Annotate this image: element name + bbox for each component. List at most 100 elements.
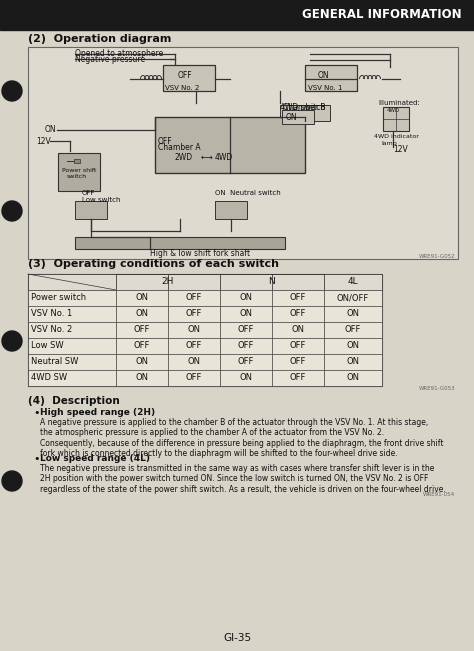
Bar [163, 65, 215, 91]
Bar [168, 322, 220, 338]
Text: OFF: OFF [290, 309, 306, 318]
Text: VSV No. 2: VSV No. 2 [165, 85, 200, 91]
Text: High speed range (2H): High speed range (2H) [40, 408, 155, 417]
Text: OFF: OFF [186, 342, 202, 350]
Bar [58, 153, 100, 191]
Text: 2H: 2H [162, 277, 174, 286]
Text: Power shift: Power shift [62, 167, 96, 173]
Bar [168, 354, 220, 370]
Text: 4WD: 4WD [387, 109, 400, 113]
Bar [0, 0, 474, 30]
Text: VSV No. 1: VSV No. 1 [31, 309, 72, 318]
Bar [272, 274, 324, 290]
Text: ON: ON [286, 113, 298, 122]
Text: Negative pressure: Negative pressure [75, 55, 145, 64]
Circle shape [2, 471, 22, 491]
Circle shape [2, 201, 22, 221]
Text: The negative pressure is transmitted in the same way as with cases where transfe: The negative pressure is transmitted in … [40, 464, 446, 494]
Text: OFF: OFF [345, 326, 361, 335]
Bar [305, 65, 357, 91]
Bar [280, 105, 330, 121]
Bar [220, 322, 272, 338]
Bar [116, 370, 168, 386]
Text: Low switch: Low switch [82, 197, 120, 203]
Text: OFF: OFF [178, 72, 192, 81]
Bar [324, 306, 382, 322]
Text: OFF: OFF [290, 294, 306, 303]
Text: Neutral SW: Neutral SW [31, 357, 78, 367]
Text: WRE91-G053: WRE91-G053 [419, 385, 455, 391]
Text: 4L: 4L [348, 277, 358, 286]
Bar [168, 274, 220, 290]
Text: (3)  Operating conditions of each switch: (3) Operating conditions of each switch [28, 259, 279, 269]
Bar [28, 47, 458, 259]
Text: 4WD SW: 4WD SW [31, 374, 67, 383]
Text: Low SW: Low SW [31, 342, 64, 350]
Text: Chamber A: Chamber A [158, 143, 201, 152]
Circle shape [2, 81, 22, 101]
Text: High & low shift fork shaft: High & low shift fork shaft [150, 249, 250, 258]
Bar [324, 322, 382, 338]
Bar [324, 274, 382, 290]
Text: WRE91-054: WRE91-054 [423, 492, 455, 497]
Text: OFF: OFF [158, 137, 173, 146]
Bar [116, 338, 168, 354]
Bar [220, 290, 272, 306]
Text: ON: ON [292, 326, 304, 335]
Bar [28, 274, 382, 386]
Text: OFF: OFF [290, 357, 306, 367]
Bar [75, 237, 285, 249]
Bar [324, 290, 382, 306]
Text: ←→: ←→ [201, 152, 214, 161]
Text: 4WD switch: 4WD switch [280, 104, 325, 113]
Text: ON: ON [239, 294, 253, 303]
Text: GENERAL INFORMATION: GENERAL INFORMATION [302, 8, 462, 21]
Bar [272, 290, 324, 306]
Bar [272, 322, 324, 338]
Text: ON: ON [346, 374, 359, 383]
Bar [220, 274, 272, 290]
Text: ON: ON [136, 309, 148, 318]
Text: VSV No. 2: VSV No. 2 [31, 326, 72, 335]
Text: Power switch: Power switch [31, 294, 86, 303]
Bar [272, 370, 324, 386]
Text: ON: ON [188, 326, 201, 335]
Text: •: • [33, 408, 39, 418]
Bar [220, 354, 272, 370]
Text: ON: ON [136, 374, 148, 383]
Text: OFF: OFF [290, 342, 306, 350]
Bar [28, 338, 116, 354]
Text: OFF: OFF [134, 342, 150, 350]
Text: ON: ON [346, 357, 359, 367]
Bar [383, 107, 409, 131]
Bar [168, 306, 220, 322]
Text: 12V: 12V [36, 137, 51, 146]
Bar [28, 306, 116, 322]
Bar [28, 354, 116, 370]
Bar [155, 117, 305, 173]
Bar [220, 338, 272, 354]
Text: Chamber B: Chamber B [283, 102, 326, 111]
Text: OFF: OFF [134, 326, 150, 335]
Circle shape [2, 331, 22, 351]
Bar [272, 338, 324, 354]
Text: OFF: OFF [238, 357, 254, 367]
Text: 2WD: 2WD [175, 152, 193, 161]
Text: Opened to atmosphere: Opened to atmosphere [75, 49, 163, 57]
Text: ON/OFF: ON/OFF [337, 294, 369, 303]
Text: 12V: 12V [393, 146, 408, 154]
Bar [168, 338, 220, 354]
Bar [272, 306, 324, 322]
Text: OFF: OFF [186, 294, 202, 303]
Bar [116, 306, 168, 322]
Text: 4WD indicator: 4WD indicator [374, 135, 419, 139]
Text: OFF: OFF [290, 374, 306, 383]
Bar [168, 370, 220, 386]
Bar [28, 274, 116, 290]
Bar [116, 290, 168, 306]
Bar [116, 274, 168, 290]
Bar [74, 159, 80, 163]
Text: VSV No. 1: VSV No. 1 [308, 85, 343, 91]
Text: A negative pressure is applied to the chamber B of the actuator through the VSV : A negative pressure is applied to the ch… [40, 418, 444, 458]
Text: ON  Neutral switch: ON Neutral switch [215, 190, 281, 196]
